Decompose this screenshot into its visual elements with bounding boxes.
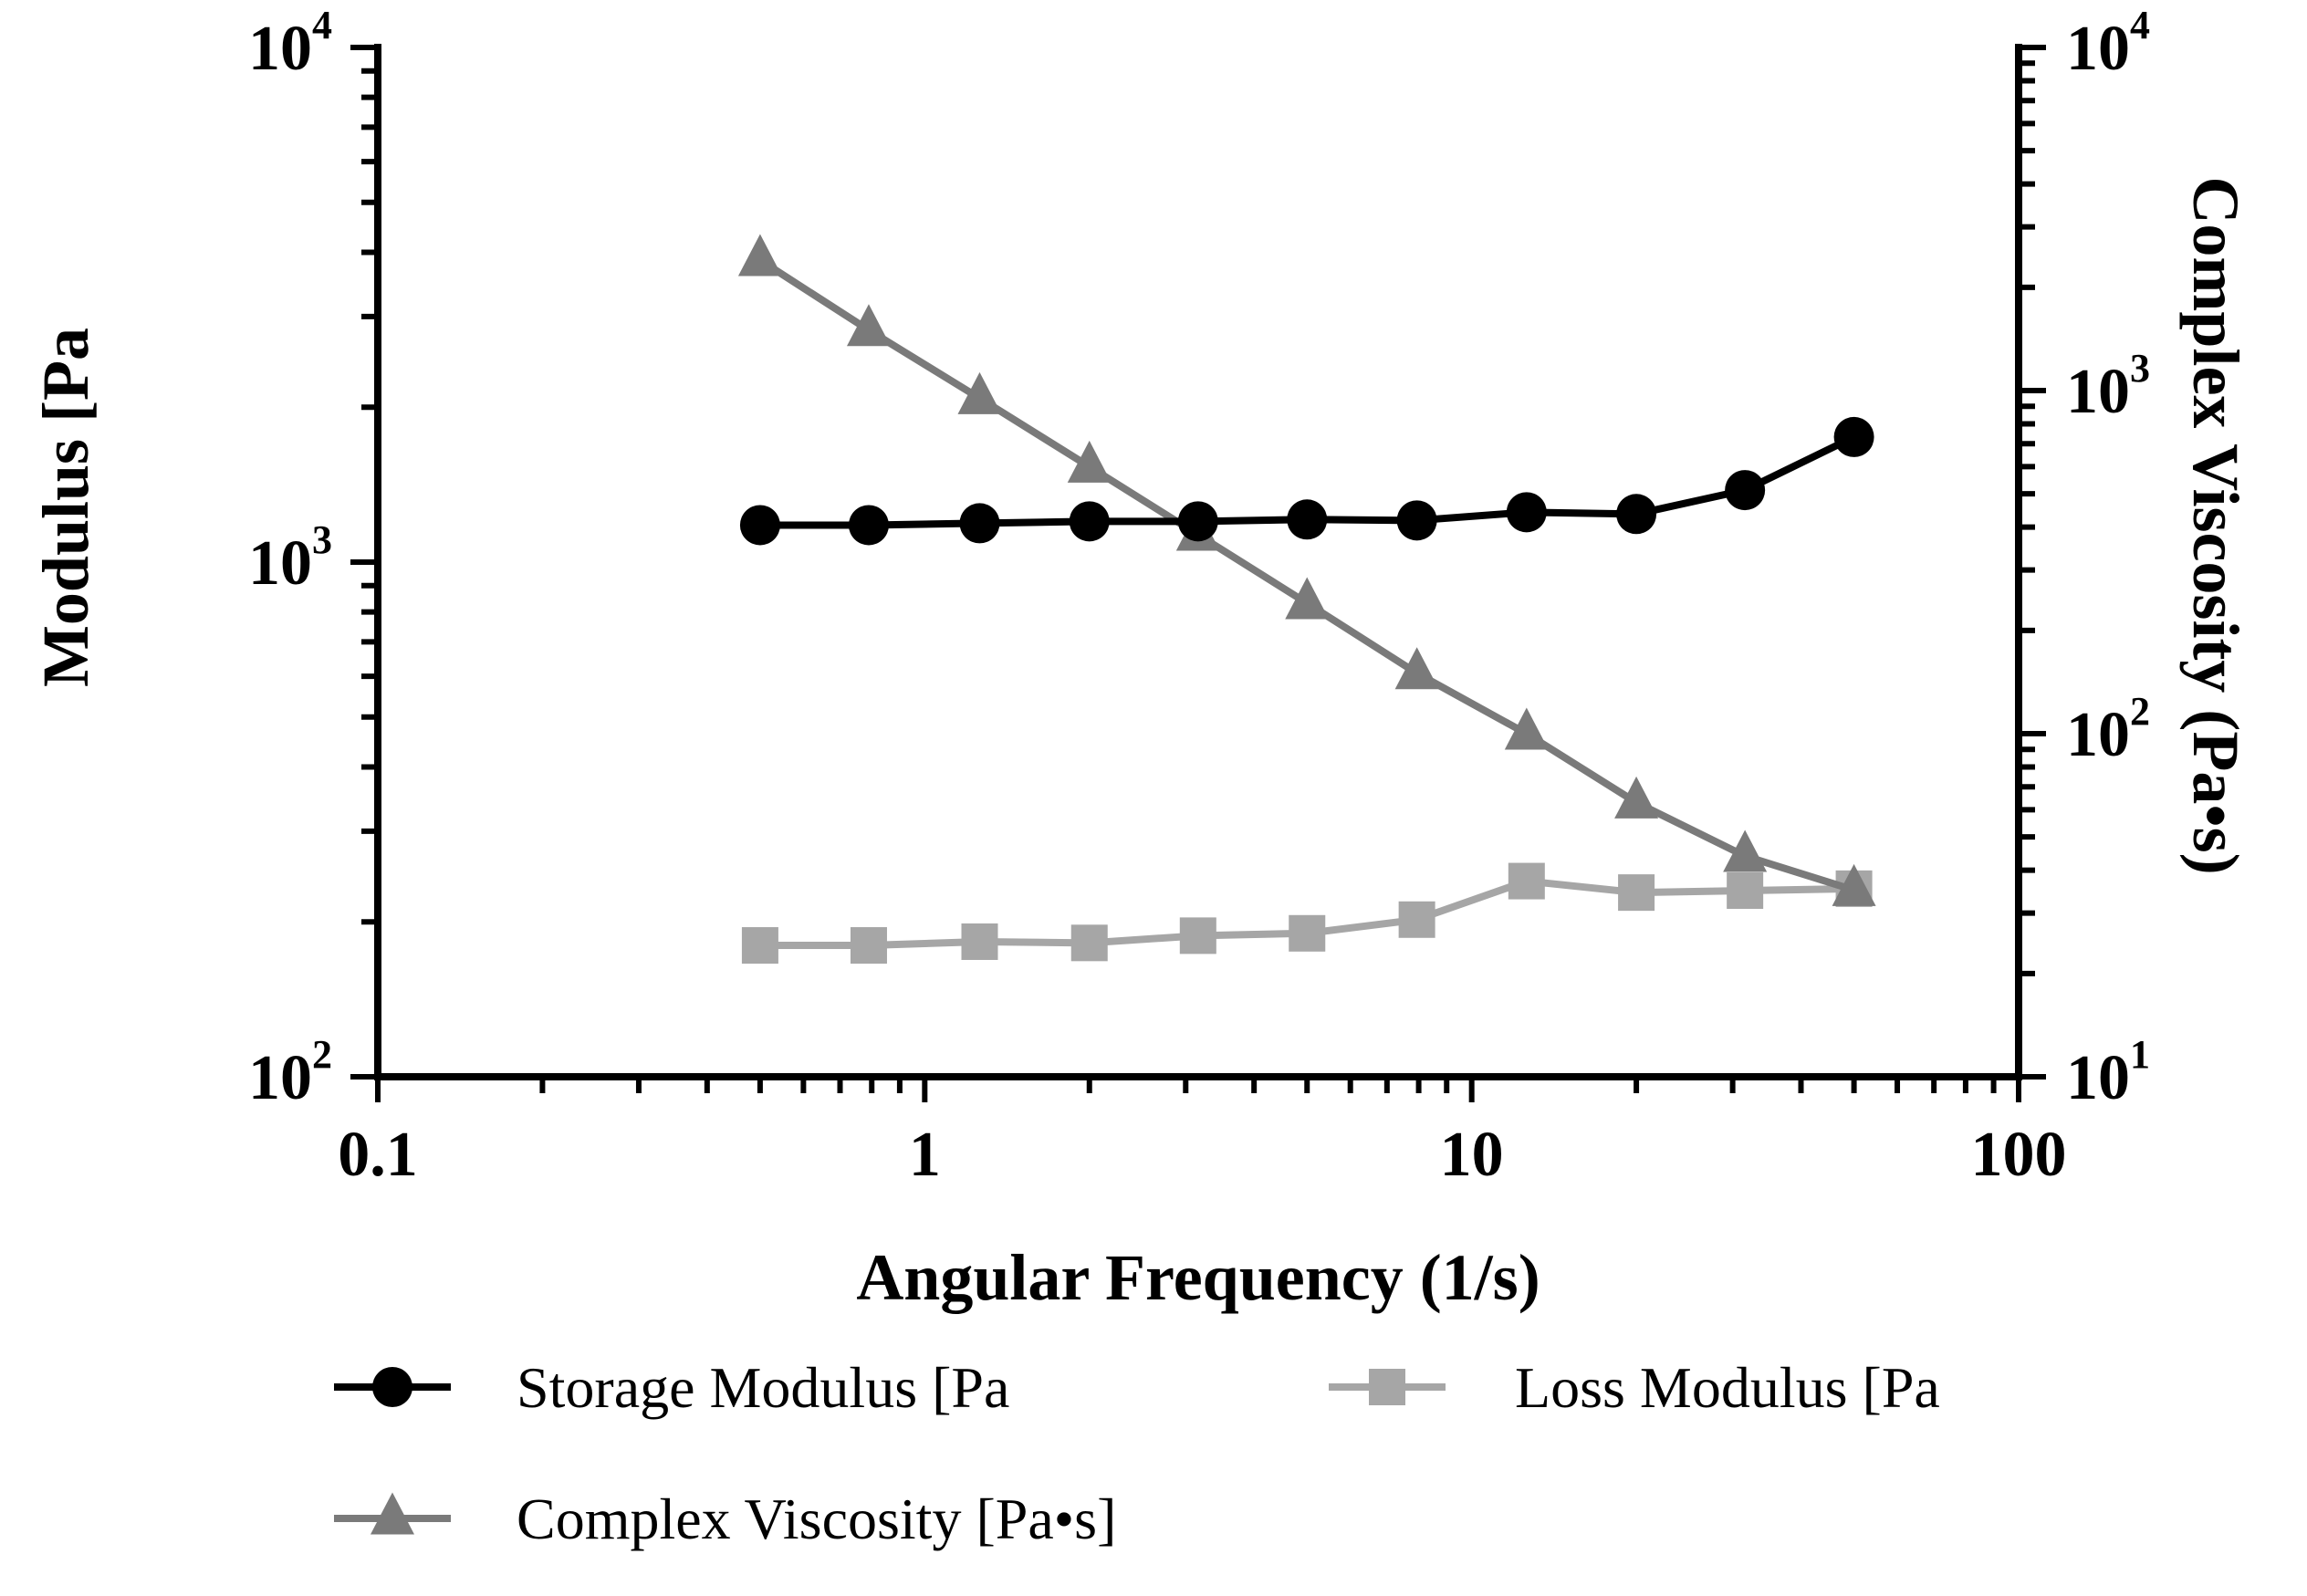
y2-tick-label: 104 [2066, 3, 2150, 84]
data-point-circle [1396, 500, 1437, 541]
data-point-triangle [1504, 707, 1549, 750]
series-line-triangle [757, 256, 1855, 894]
y2-tick-label: 101 [2066, 1032, 2150, 1113]
data-point-square [1508, 862, 1545, 900]
data-point-square [1070, 924, 1108, 962]
data-point-triangle [957, 371, 1002, 414]
data-point-square [741, 927, 778, 965]
data-point-circle [1177, 501, 1218, 542]
legend-label: Storage Modulus [Pa [517, 1355, 1009, 1420]
y-tick-label: 102 [248, 1032, 332, 1113]
y2-tick-label: 102 [2066, 689, 2150, 770]
x-tick-label: 1 [909, 1120, 941, 1190]
data-point-square [1727, 871, 1764, 909]
data-point-triangle [1723, 829, 1768, 872]
y2-tick-label: 103 [2066, 346, 2150, 427]
y2-tick-base: 10 [2066, 1043, 2130, 1113]
data-point-circle [1725, 470, 1766, 511]
legend-marker-triangle [371, 1492, 414, 1535]
x-tick-label: 10 [1440, 1120, 1504, 1190]
y-tick-exponent: 4 [312, 3, 332, 47]
legend-label: Loss Modulus [Pa [1515, 1355, 1940, 1420]
data-point-circle [959, 503, 1000, 544]
y2-tick-exponent: 1 [2130, 1032, 2150, 1077]
y2-tick-base: 10 [2066, 14, 2130, 84]
legend: Storage Modulus [Pa Loss Modulus [Pa Compl… [334, 1355, 1940, 1551]
series-group [737, 234, 1876, 965]
data-point-square [1398, 901, 1435, 938]
legend-marker-circle [372, 1367, 412, 1407]
data-point-square [1618, 874, 1655, 912]
y-tick-label: 104 [248, 3, 332, 84]
legend-label: Complex Viscosity [Pa•s] [517, 1486, 1116, 1551]
axes [350, 44, 2046, 1102]
y2-axis-title: Complex Viscosity (Pa•s) [2179, 176, 2252, 874]
data-point-circle [1616, 494, 1657, 535]
data-point-square [961, 923, 998, 960]
data-point-circle [1833, 416, 1874, 457]
data-point-triangle [1832, 863, 1876, 906]
data-point-triangle [1394, 647, 1439, 690]
data-point-triangle [1067, 440, 1112, 483]
legend-marker-square [1369, 1369, 1405, 1405]
y2-tick-exponent: 2 [2130, 689, 2150, 734]
y2-tick-base: 10 [2066, 700, 2130, 770]
y2-tick-base: 10 [2066, 357, 2130, 427]
y-tick-base: 10 [248, 528, 312, 599]
data-point-circle [1069, 501, 1110, 542]
y-axis-title: Modulus [Pa [29, 328, 102, 687]
x-tick-label: 0.1 [338, 1120, 418, 1190]
data-point-triangle [737, 234, 782, 276]
data-point-square [1179, 917, 1216, 954]
data-point-square [850, 927, 887, 965]
data-point-circle [1506, 492, 1547, 533]
data-point-circle [848, 505, 889, 546]
y-tick-base: 10 [248, 1043, 312, 1113]
y-tick-base: 10 [248, 14, 312, 84]
x-axis-title: Angular Frequency (1/s) [856, 1241, 1540, 1314]
x-tick-label: 100 [1971, 1120, 2067, 1190]
data-point-triangle [1285, 577, 1330, 620]
data-point-square [1289, 914, 1326, 952]
data-point-triangle [1614, 776, 1659, 819]
y-tick-exponent: 2 [312, 1032, 332, 1077]
y2-tick-exponent: 3 [2130, 346, 2150, 391]
y-tick-exponent: 3 [312, 517, 332, 562]
data-point-circle [1287, 499, 1328, 540]
y-tick-label: 103 [248, 517, 332, 599]
data-point-circle [739, 505, 780, 546]
y2-tick-exponent: 4 [2130, 3, 2150, 47]
data-point-triangle [846, 304, 891, 347]
